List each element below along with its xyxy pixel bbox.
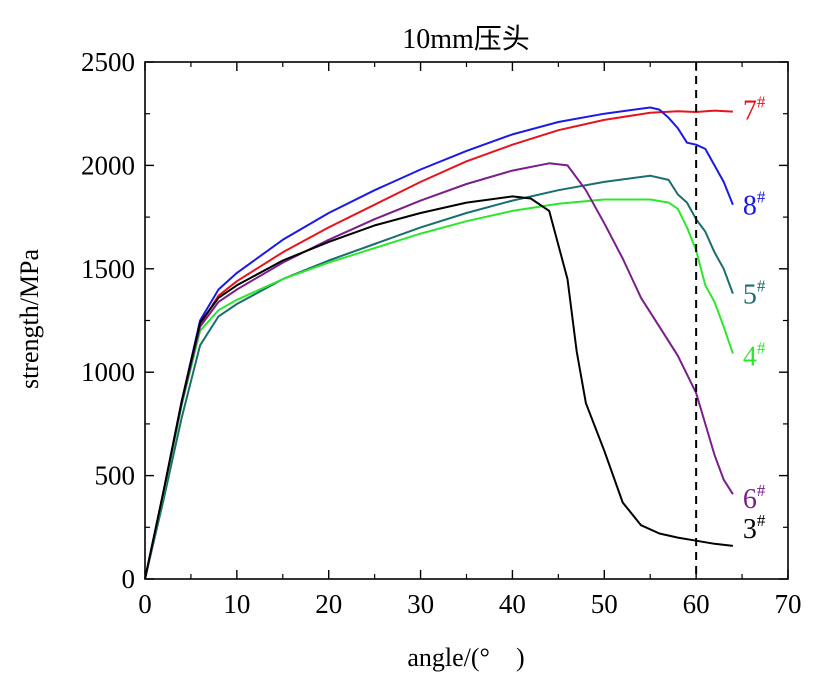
series-label-number: 6 [743, 484, 757, 515]
x-tick-label: 50 [591, 589, 618, 619]
series-label-superscript: # [757, 188, 766, 207]
plot-border [144, 61, 789, 580]
x-tick-label: 10 [223, 589, 250, 619]
series-label-number: 7 [743, 96, 757, 127]
series-label-7: 7# [743, 93, 766, 127]
x-tick-label: 40 [499, 589, 526, 619]
x-axis-title: angle/(° ) [407, 643, 524, 672]
series-label-6: 6# [743, 481, 766, 515]
series-label-number: 8 [743, 191, 757, 222]
series-line-7 [144, 109, 733, 580]
series-label-3: 3# [743, 511, 766, 545]
series-label-8: 8# [743, 188, 766, 222]
y-tick-label: 0 [122, 564, 136, 594]
y-tick-label: 1000 [81, 357, 135, 387]
series-label-superscript: # [757, 339, 766, 358]
series-line-8 [144, 106, 734, 580]
series-label-number: 5 [743, 280, 757, 311]
series-line-5 [144, 174, 734, 580]
series-label-superscript: # [757, 511, 766, 530]
x-tick-label: 70 [775, 589, 802, 619]
series-line-4 [144, 198, 734, 580]
x-tick-label: 0 [138, 589, 152, 619]
series-line-3 [144, 195, 734, 580]
chart-title: 10mm压头 [402, 23, 530, 55]
series-label-number: 4 [743, 342, 757, 373]
y-tick-label: 2000 [81, 150, 135, 180]
series-labels: 7#8#5#4#6#3# [743, 93, 766, 545]
y-axis-title: strength/MPa [15, 248, 44, 389]
series-label-5: 5# [743, 277, 766, 311]
x-tick-label: 30 [407, 589, 434, 619]
series-label-superscript: # [757, 481, 766, 500]
series-line-6 [144, 162, 734, 580]
series-label-4: 4# [743, 339, 766, 373]
x-tick-label: 20 [315, 589, 342, 619]
x-tick-label: 60 [683, 589, 710, 619]
y-tick-label: 1500 [81, 254, 135, 284]
plot-frame [144, 61, 789, 580]
series-lines [144, 106, 734, 580]
y-tick-label: 500 [95, 461, 136, 491]
series-label-number: 3 [743, 514, 757, 545]
series-label-superscript: # [757, 93, 766, 112]
series-label-superscript: # [757, 277, 766, 296]
axis-ticks: 0 10 20 30 40 50 60 70 0 500 1000 1500 2000 2500 [81, 47, 802, 619]
y-tick-label: 2500 [81, 47, 135, 77]
